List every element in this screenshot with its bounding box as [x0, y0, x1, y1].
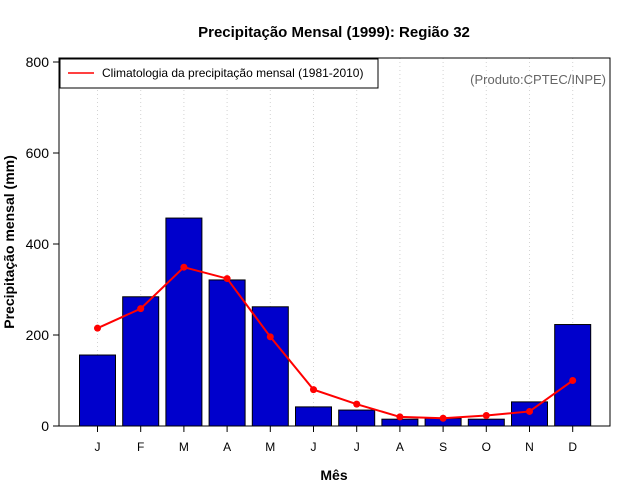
bar-3 — [165, 217, 203, 427]
x-tick-label-1: J — [95, 440, 101, 454]
x-tick-label-3: M — [179, 440, 189, 454]
plot-frame — [58, 57, 611, 427]
x-axis-title: Mês — [320, 467, 347, 483]
x-tick-label-9: S — [439, 440, 447, 454]
legend: Climatologia da precipitação mensal (198… — [59, 58, 379, 89]
climatology-point-9 — [439, 414, 447, 422]
climatology-point-6 — [310, 386, 317, 394]
x-tick-label-7: J — [354, 440, 360, 454]
x-tick-label-10: O — [482, 440, 491, 454]
x-tick-label-2: F — [137, 440, 144, 454]
y-tick-label-400: 400 — [26, 236, 50, 252]
x-tick-label-6: J — [311, 440, 317, 454]
source-annotation: (Produto:CPTEC/INPE) — [470, 72, 606, 87]
climatology-point-7 — [353, 400, 361, 408]
bar-4 — [208, 279, 246, 427]
climatology-line-series — [94, 263, 577, 422]
legend-label: Climatologia da precipitação mensal (198… — [102, 66, 363, 80]
bar-10 — [467, 418, 505, 427]
bar-12 — [554, 324, 592, 427]
climatology-point-3 — [180, 263, 188, 271]
climatology-point-12 — [569, 377, 577, 384]
legend-box — [59, 58, 379, 89]
bar-7 — [338, 409, 376, 427]
y-tick-label-0: 0 — [41, 418, 49, 434]
climatology-point-11 — [526, 407, 533, 415]
y-axis-title: Precipitação mensal (mm) — [1, 155, 17, 329]
climatology-point-5 — [266, 333, 274, 341]
bar-5 — [251, 306, 289, 427]
x-tick-label-12: D — [568, 440, 577, 454]
x-tick-label-8: A — [396, 440, 404, 454]
climatology-point-8 — [396, 413, 404, 421]
y-tick-label-800: 800 — [26, 54, 50, 70]
bar-1 — [79, 354, 116, 427]
y-axis: 0 200 400 600 800 — [26, 54, 59, 434]
x-tick-label-5: M — [265, 440, 275, 454]
bar-6 — [295, 406, 332, 427]
climatology-point-10 — [482, 412, 490, 420]
y-tick-label-600: 600 — [26, 145, 50, 161]
bar-2 — [122, 296, 160, 427]
x-tick-label-4: A — [223, 440, 231, 454]
chart-title: Precipitação Mensal (1999): Região 32 — [198, 24, 470, 41]
climatology-point-4 — [223, 275, 231, 283]
bar-series — [79, 217, 592, 427]
climatology-point-1 — [94, 324, 101, 332]
y-tick-label-200: 200 — [26, 327, 50, 343]
climatology-line — [97, 266, 574, 420]
x-tick-label-11: N — [525, 440, 534, 454]
climatology-point-2 — [137, 305, 145, 313]
